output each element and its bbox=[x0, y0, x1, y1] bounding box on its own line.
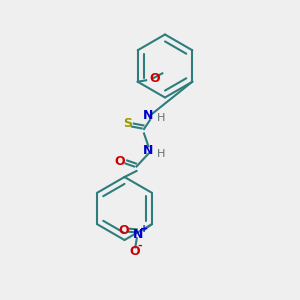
Text: S: S bbox=[123, 117, 132, 130]
Text: N: N bbox=[142, 109, 153, 122]
Text: O: O bbox=[118, 224, 129, 237]
Text: O: O bbox=[129, 245, 140, 258]
Text: H: H bbox=[157, 148, 165, 159]
Text: O: O bbox=[149, 72, 160, 85]
Text: N: N bbox=[133, 228, 143, 241]
Text: N: N bbox=[143, 143, 154, 157]
Text: H: H bbox=[157, 113, 166, 124]
Text: -: - bbox=[137, 241, 142, 251]
Text: O: O bbox=[115, 154, 125, 168]
Text: +: + bbox=[140, 224, 148, 234]
